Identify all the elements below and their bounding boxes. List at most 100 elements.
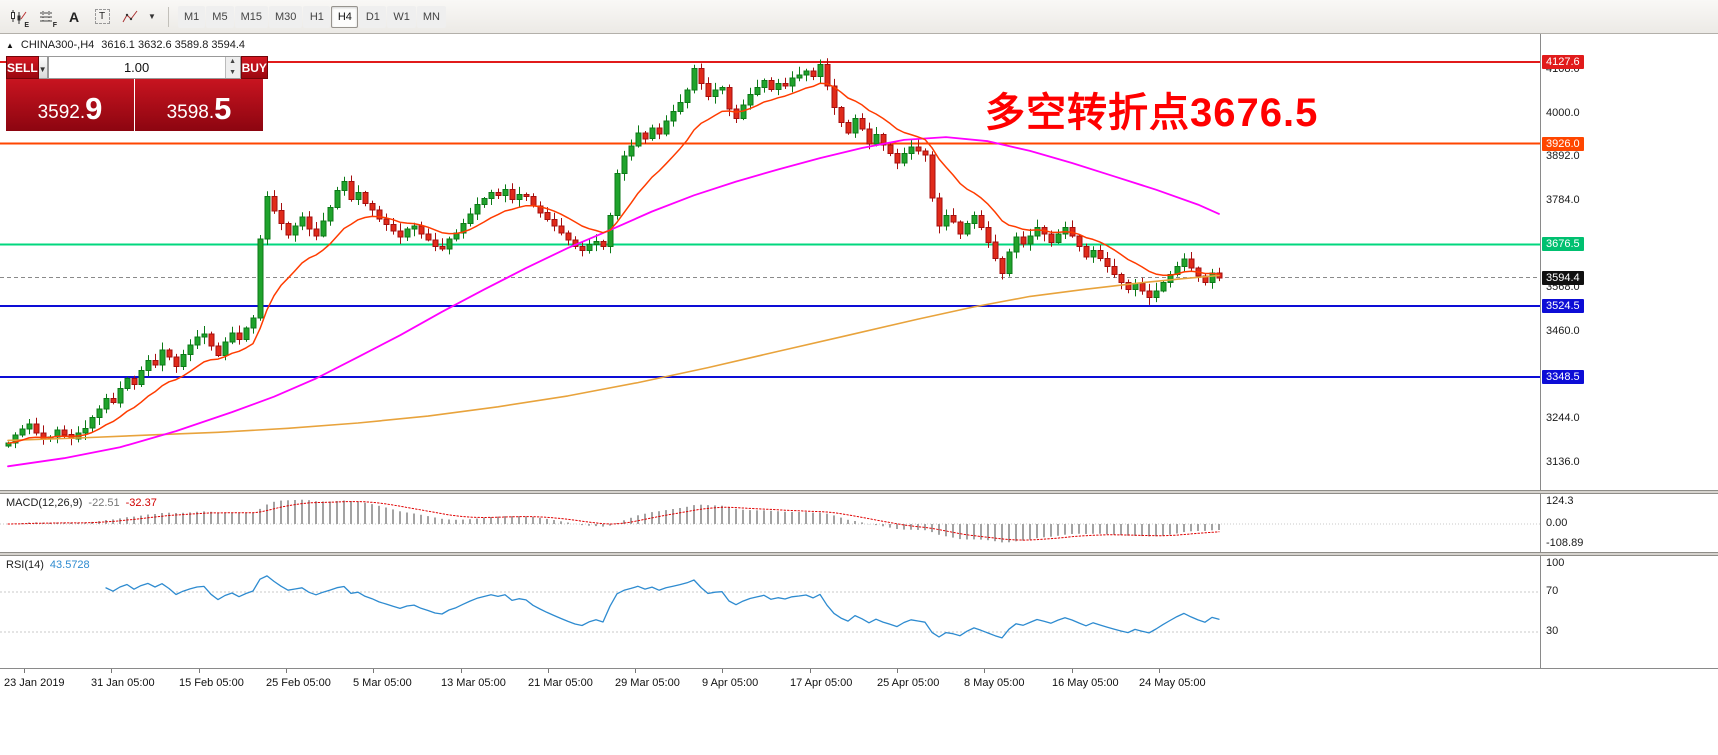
price-axis-tick: 4000.0 bbox=[1546, 107, 1580, 119]
time-axis-label: 23 Jan 2019 bbox=[4, 677, 65, 689]
text-box-icon: T bbox=[94, 9, 110, 24]
macd-axis: 124.3 0.00 -108.89 bbox=[1540, 494, 1718, 552]
candlestick-chart bbox=[0, 58, 1540, 468]
price-axis-tick: 3460.0 bbox=[1546, 325, 1580, 337]
timeframe-button-H4[interactable]: H4 bbox=[331, 5, 359, 28]
time-axis-label: 17 Apr 05:00 bbox=[790, 677, 853, 689]
trendline-tool-button[interactable] bbox=[117, 5, 143, 29]
macd-label: MACD(12,26,9) -22.51 -32.37 bbox=[6, 497, 157, 509]
rsi-label: RSI(14) 43.5728 bbox=[6, 559, 90, 571]
main-chart-pane[interactable]: ▲ CHINA300-,H4 3616.1 3632.6 3589.8 3594… bbox=[0, 34, 1540, 490]
price-level-badge: 3524.5 bbox=[1542, 299, 1584, 313]
rsi-axis-tick: 100 bbox=[1546, 557, 1565, 569]
time-axis-tick-mark bbox=[810, 669, 811, 673]
rsi-name: RSI(14) bbox=[6, 559, 44, 571]
time-axis-tick-mark bbox=[548, 669, 549, 673]
time-axis-tick-mark bbox=[1072, 669, 1073, 673]
text-label-tool-button[interactable]: A bbox=[61, 5, 87, 29]
volume-input[interactable] bbox=[48, 57, 225, 78]
time-axis[interactable]: 23 Jan 2019 31 Jan 05:00 15 Feb 05:00 25 Fe… bbox=[0, 668, 1718, 755]
time-axis-tick-mark bbox=[199, 669, 200, 673]
price-level-badge: 3348.5 bbox=[1542, 370, 1584, 384]
main-chart-row: ▲ CHINA300-,H4 3616.1 3632.6 3589.8 3594… bbox=[0, 34, 1718, 490]
toolbar-separator bbox=[168, 6, 169, 27]
ask-price-big-digit: 5 bbox=[214, 91, 232, 126]
time-axis-tick-mark bbox=[24, 669, 25, 673]
grid-icon bbox=[40, 10, 52, 23]
timeframe-button-MN[interactable]: MN bbox=[416, 5, 446, 28]
macd-axis-tick: 0.00 bbox=[1546, 517, 1568, 529]
time-axis-tick-mark bbox=[984, 669, 985, 673]
price-level-badge: 3926.0 bbox=[1542, 137, 1584, 151]
grid-settings-button[interactable]: F bbox=[33, 5, 59, 29]
price-axis-tick: 3784.0 bbox=[1546, 194, 1580, 206]
time-axis-label: 5 Mar 05:00 bbox=[353, 677, 412, 689]
volume-dropdown-button[interactable]: ▼ bbox=[38, 56, 48, 79]
time-axis-tick-mark bbox=[111, 669, 112, 673]
timeframe-group: M1 M5 M15 M30 H1 H4 D1 W1 MN bbox=[178, 5, 446, 28]
macd-axis-tick: -108.89 bbox=[1546, 537, 1584, 549]
volume-decrement-button[interactable]: ▼ bbox=[225, 67, 240, 78]
timeframe-button-D1[interactable]: D1 bbox=[359, 5, 387, 28]
rsi-axis-tick: 70 bbox=[1546, 585, 1559, 597]
macd-chart bbox=[0, 499, 1540, 543]
sell-button[interactable]: SELL bbox=[6, 56, 39, 79]
buy-button[interactable]: BUY bbox=[240, 56, 268, 79]
pane-separator[interactable] bbox=[0, 490, 1718, 494]
volume-field: ▲ ▼ bbox=[47, 56, 241, 79]
bid-price-main: 3592. bbox=[37, 102, 86, 123]
rsi-pane[interactable]: RSI(14) 43.5728 bbox=[0, 556, 1540, 668]
macd-name: MACD(12,26,9) bbox=[6, 497, 83, 509]
text-a-icon: A bbox=[68, 8, 80, 25]
price-level-badge: 4127.6 bbox=[1542, 55, 1584, 69]
timeframe-button-M15[interactable]: M15 bbox=[234, 5, 268, 28]
timeframe-button-W1[interactable]: W1 bbox=[387, 5, 416, 28]
rsi-chart bbox=[0, 575, 1540, 639]
time-axis-tick-mark bbox=[897, 669, 898, 673]
time-axis-label: 9 Apr 05:00 bbox=[702, 677, 759, 689]
pane-separator[interactable] bbox=[0, 552, 1718, 556]
price-axis-tick: 3892.0 bbox=[1546, 150, 1580, 162]
time-axis-label: 8 May 05:00 bbox=[964, 677, 1025, 689]
rsi-axis: 100 70 30 bbox=[1540, 556, 1718, 668]
rsi-value: 43.5728 bbox=[49, 559, 90, 571]
macd-row: MACD(12,26,9) -22.51 -32.37 124.3 0.00 -10… bbox=[0, 494, 1718, 552]
macd-value-signal: -32.37 bbox=[125, 497, 157, 509]
time-axis-tick-mark bbox=[461, 669, 462, 673]
time-axis-label: 21 Mar 05:00 bbox=[528, 677, 593, 689]
bid-price-big-digit: 9 bbox=[85, 91, 103, 126]
volume-increment-button[interactable]: ▲ bbox=[225, 57, 240, 68]
candlestick-chart-button[interactable]: E bbox=[5, 5, 31, 29]
timeframe-button-M30[interactable]: M30 bbox=[268, 5, 303, 28]
macd-pane[interactable]: MACD(12,26,9) -22.51 -32.37 bbox=[0, 494, 1540, 552]
ohlc-values-text: 3616.1 3632.6 3589.8 3594.4 bbox=[101, 39, 246, 51]
time-axis-tick-mark bbox=[286, 669, 287, 673]
price-axis-tick: 3244.0 bbox=[1546, 412, 1580, 424]
bid-price-display[interactable]: 3592. 9 bbox=[6, 79, 134, 131]
price-level-badge: 3676.5 bbox=[1542, 237, 1584, 251]
rsi-row: RSI(14) 43.5728 100 70 30 bbox=[0, 556, 1718, 668]
one-click-trading-panel: SELL ▼ ▲ ▼ BUY 3592.9 bbox=[6, 56, 268, 131]
trendline-dropdown-button[interactable]: ▼ bbox=[145, 5, 159, 29]
ask-price-display[interactable]: 3598. 5 bbox=[135, 79, 263, 131]
timeframe-button-M5[interactable]: M5 bbox=[206, 5, 234, 28]
trendline-icon bbox=[122, 10, 138, 22]
timeframe-button-H1[interactable]: H1 bbox=[303, 5, 331, 28]
toolbar: E F A T ▼ M1 M5 M15 M30 H1 H4 D1 bbox=[0, 0, 1718, 34]
time-axis-label: 15 Feb 05:00 bbox=[179, 677, 244, 689]
price-axis[interactable]: 4108.0 4000.0 3892.0 3784.0 3568.0 3460.0 3244… bbox=[1540, 34, 1718, 490]
time-axis-label: 25 Apr 05:00 bbox=[877, 677, 940, 689]
time-axis-label: 29 Mar 05:00 bbox=[615, 677, 680, 689]
candlestick-chart-icon bbox=[11, 9, 27, 24]
rsi-axis-tick: 30 bbox=[1546, 625, 1559, 637]
chevron-down-icon: ▼ bbox=[148, 12, 156, 21]
icon-sub-label: E bbox=[24, 21, 29, 29]
chart-annotation-text: 多空转折点3676.5 bbox=[985, 91, 1319, 135]
macd-value-main: -22.51 bbox=[88, 497, 120, 509]
text-box-tool-button[interactable]: T bbox=[89, 5, 115, 29]
price-level-badge: 3594.4 bbox=[1542, 271, 1584, 285]
time-axis-label: 31 Jan 05:00 bbox=[91, 677, 155, 689]
timeframe-button-M1[interactable]: M1 bbox=[178, 5, 206, 28]
volume-stepper: ▲ ▼ bbox=[224, 57, 240, 78]
